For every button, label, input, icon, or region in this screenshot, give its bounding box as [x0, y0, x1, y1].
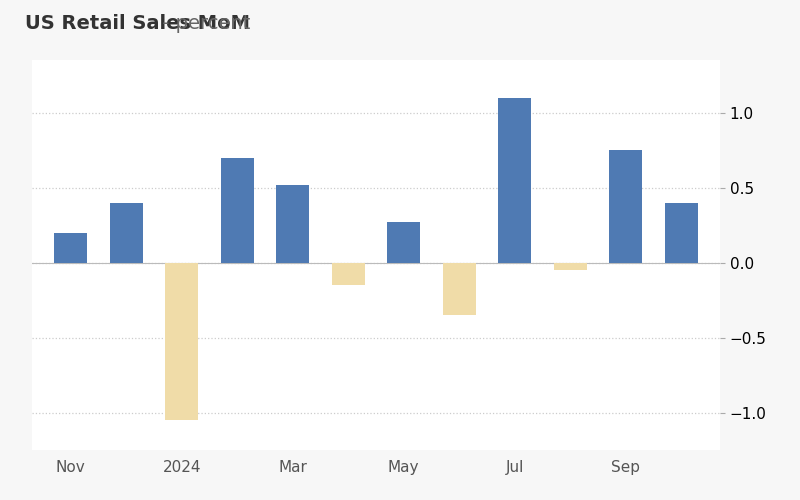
Bar	[665, 202, 698, 262]
Bar	[165, 262, 198, 420]
Bar	[609, 150, 642, 262]
Text: US Retail Sales MoM: US Retail Sales MoM	[25, 14, 250, 32]
Bar	[387, 222, 420, 262]
Bar	[498, 98, 531, 262]
Bar	[110, 202, 143, 262]
Bar	[554, 262, 587, 270]
Text: - percent: - percent	[156, 14, 250, 32]
Bar	[221, 158, 254, 262]
Bar	[276, 184, 310, 262]
Bar	[442, 262, 476, 315]
Bar	[54, 232, 87, 262]
Bar	[332, 262, 365, 285]
